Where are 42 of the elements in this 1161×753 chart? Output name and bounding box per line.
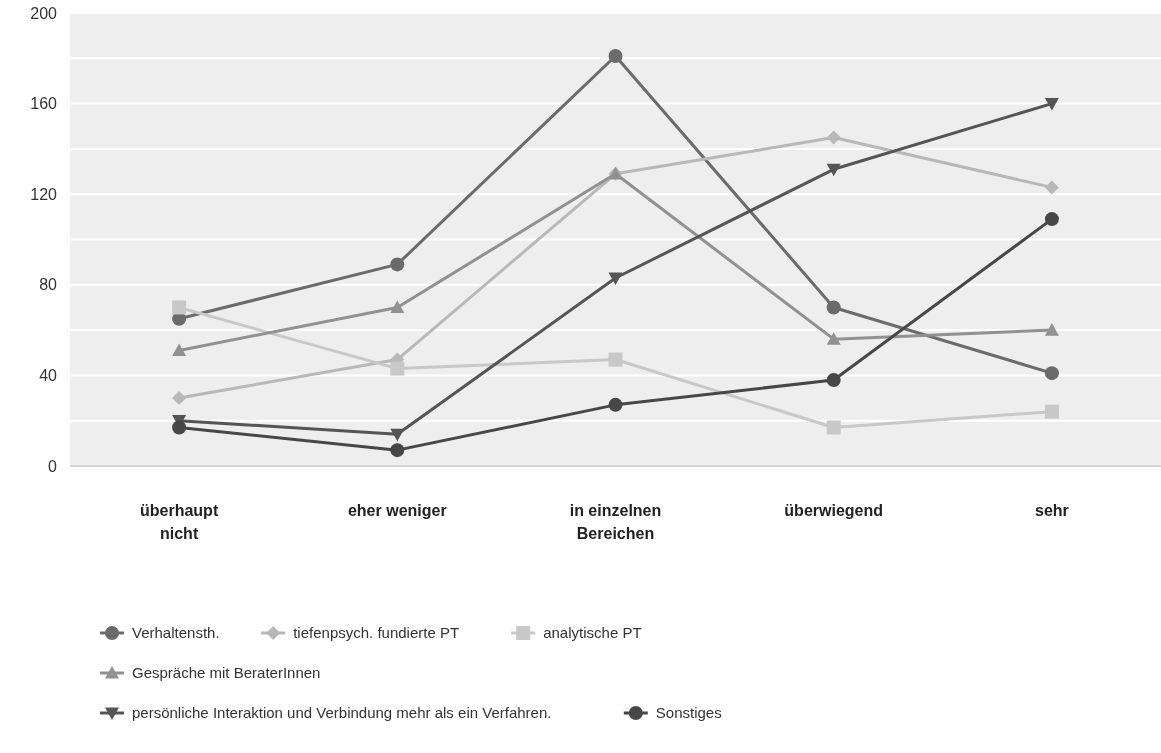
point: [390, 361, 405, 376]
legend-label: analytische PT: [543, 624, 642, 642]
point: [826, 163, 841, 177]
x-tick-label: sehr: [1035, 502, 1069, 519]
point: [1044, 404, 1059, 419]
y-tick-label: 40: [39, 367, 58, 384]
point: [172, 343, 187, 357]
point: [826, 372, 841, 387]
point: [390, 300, 405, 314]
y-tick-label: 200: [30, 4, 58, 22]
legend-label: tiefenpsych. fundierte PT: [293, 624, 460, 642]
point: [1044, 366, 1059, 381]
point: [1044, 180, 1059, 195]
point: [390, 443, 405, 458]
legend-label: Verhaltensth.: [132, 624, 220, 642]
point: [608, 397, 623, 412]
point: [608, 49, 623, 64]
legend-label: persönliche Interaktion und Verbindung mehr als ein Verfahren.: [132, 704, 552, 722]
point: [826, 130, 841, 145]
legend-label: Sonstiges: [655, 704, 722, 722]
point: [826, 420, 841, 435]
legend-label: Gespräche mit BeraterInnen: [132, 664, 321, 682]
point: [608, 272, 623, 285]
point: [1044, 323, 1059, 336]
point: [1044, 212, 1059, 227]
x-tick-label: eher weniger: [347, 502, 447, 519]
x-tick-label: überhaupt nicht: [139, 502, 219, 542]
y-tick-label: 0: [48, 457, 58, 475]
point: [826, 332, 841, 345]
point: [172, 420, 187, 435]
point: [608, 352, 623, 367]
point: [826, 300, 841, 315]
x-tick-label: in einzelnen Bereichen: [569, 502, 662, 542]
point: [172, 391, 187, 406]
y-tick-label: 120: [30, 185, 58, 203]
point: [172, 300, 187, 315]
point: [390, 257, 405, 272]
y-tick-label: 80: [39, 276, 58, 294]
y-tick-label: 160: [30, 95, 58, 113]
point: [390, 428, 405, 442]
point: [1044, 98, 1059, 111]
x-tick-label: überwiegend: [784, 502, 884, 519]
